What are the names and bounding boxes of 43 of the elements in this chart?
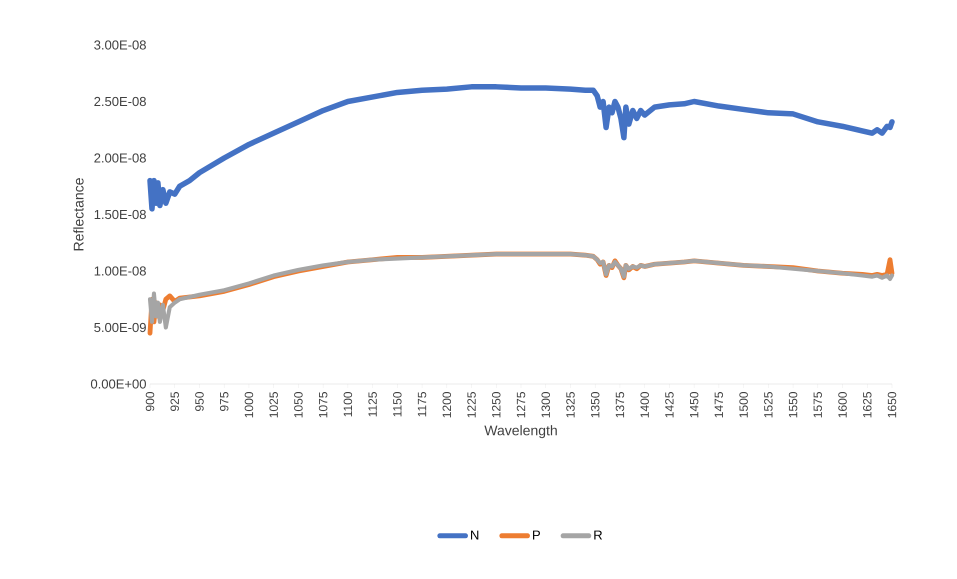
x-tick-label: 1325: [566, 392, 575, 418]
x-tick-label: 1550: [788, 392, 798, 418]
x-tick-label: 1400: [640, 392, 649, 418]
x-tick-label: 1350: [590, 392, 600, 418]
x-tick-label: 900: [146, 392, 154, 411]
x-axis-title: Wavelength: [484, 425, 557, 438]
x-tick-label: 975: [220, 392, 228, 411]
x-tick-label: 1100: [344, 392, 352, 416]
legend-label: R: [594, 530, 602, 540]
x-tick-label: 1200: [442, 392, 452, 418]
y-tick-label: 5.00E-09: [94, 322, 146, 332]
x-tick-label: 1575: [814, 392, 822, 418]
x-tick-label: 1225: [467, 392, 476, 418]
x-tick-label: 1275: [516, 392, 526, 418]
y-tick-label: 1.00E-08: [94, 266, 146, 276]
x-tick-label: 1625: [863, 392, 872, 418]
legend-label: N: [471, 530, 478, 540]
y-axis-title: Reflectance: [73, 178, 84, 250]
x-tick-label: 1250: [492, 392, 501, 418]
x-tick-label: 1025: [269, 392, 278, 418]
y-tick-label: 3.00E-08: [94, 40, 146, 50]
x-tick-label: 1125: [368, 392, 377, 416]
x-tick-label: 1300: [541, 392, 550, 418]
x-tick-label: 1600: [838, 392, 847, 418]
x-tick-label: 1450: [690, 392, 698, 418]
x-tick-label: 1000: [244, 392, 254, 418]
x-tick-label: 1375: [616, 392, 624, 418]
x-tick-label: 950: [195, 392, 204, 411]
y-tick-label: 2.00E-08: [94, 153, 146, 163]
x-tick-label: 1075: [318, 392, 328, 418]
x-tick-label: 1500: [739, 392, 748, 418]
x-tick-label: 1525: [764, 392, 773, 418]
y-tick-label: 1.50E-08: [94, 210, 146, 220]
x-tick-label: 1175: [418, 392, 426, 416]
x-tick-label: 925: [170, 392, 179, 411]
x-tick-label: 1475: [714, 392, 724, 418]
x-tick-label: 1425: [665, 392, 674, 418]
x-tick-label: 1650: [888, 392, 896, 418]
y-tick-label: 0.00E+00: [90, 379, 146, 389]
x-tick-label: 1050: [294, 392, 303, 418]
y-tick-label: 2.50E-08: [94, 96, 146, 106]
legend-label: P: [533, 530, 540, 540]
x-tick-label: 1150: [393, 392, 402, 416]
